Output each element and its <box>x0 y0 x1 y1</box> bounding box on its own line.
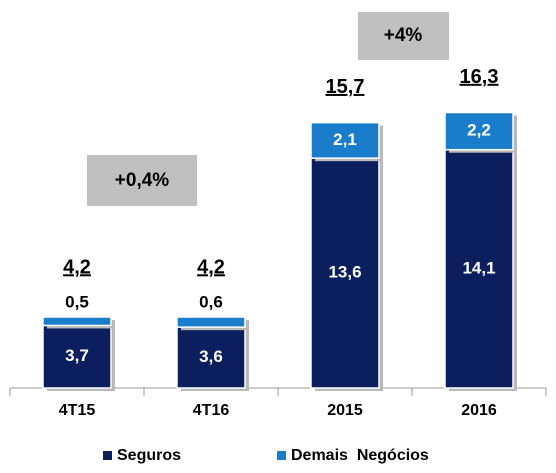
value-label: 3,6 <box>199 347 223 366</box>
bar-segment <box>310 157 380 389</box>
value-label: 0,6 <box>199 293 223 312</box>
x-tick-label: 2016 <box>461 402 497 419</box>
value-label: 2,1 <box>333 130 357 149</box>
annotation-box <box>358 12 449 60</box>
bar-segment <box>176 326 246 389</box>
legend-label: Demais Negócios <box>291 447 429 464</box>
bar-segment <box>444 148 514 389</box>
legend-label: Seguros <box>117 447 181 464</box>
total-label: 15,7 <box>326 76 365 98</box>
value-label: 0,5 <box>65 293 89 312</box>
total-label: 16,3 <box>460 66 499 88</box>
value-label: 13,6 <box>328 263 361 282</box>
x-tick-label: 4T15 <box>59 402 96 419</box>
bar-segment <box>444 111 514 151</box>
bar-segment <box>176 316 246 328</box>
x-tick-label: 2015 <box>327 402 363 419</box>
legend-swatch <box>277 451 286 460</box>
annotation-box <box>87 155 197 206</box>
bar-segment <box>310 121 380 159</box>
value-label: 14,1 <box>462 258 495 277</box>
total-label: 4,2 <box>197 256 225 278</box>
x-tick-label: 4T16 <box>193 402 230 419</box>
value-label: 3,7 <box>65 346 89 365</box>
bar-segment <box>42 316 112 327</box>
total-label: 4,2 <box>63 256 91 278</box>
legend-swatch <box>103 451 112 460</box>
annotation: +4% <box>384 25 423 46</box>
annotation: +0,4% <box>115 170 170 191</box>
bar-segment <box>42 324 112 389</box>
value-label: 2,2 <box>467 121 491 140</box>
